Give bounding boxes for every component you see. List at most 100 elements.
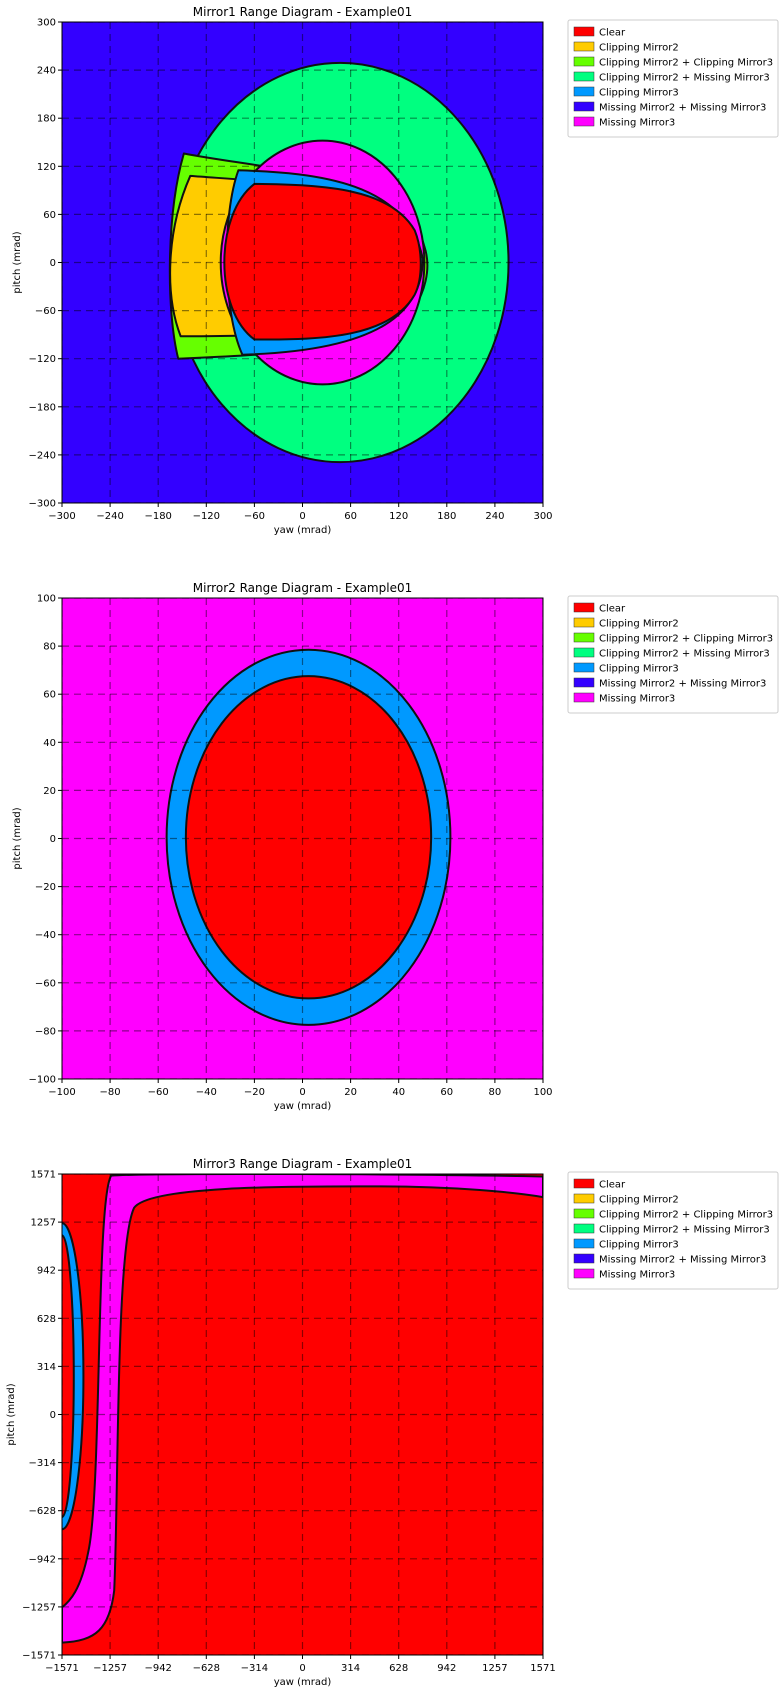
- x-tick-label: 80: [489, 1087, 502, 1098]
- x-tick-label: −80: [100, 1087, 121, 1098]
- legend-swatch: [573, 662, 595, 673]
- x-tick-label: 120: [389, 511, 408, 522]
- y-tick-label: 20: [43, 786, 56, 797]
- x-tick-label: 1257: [482, 1663, 507, 1674]
- legend-label: Clipping Mirror2 + Missing Mirror3: [599, 73, 770, 84]
- x-tick-label: −60: [244, 511, 265, 522]
- y-tick-label: −942: [29, 1554, 56, 1565]
- x-tick-label: −120: [193, 511, 220, 522]
- y-tick-label: −180: [29, 402, 56, 413]
- legend-swatch: [573, 116, 595, 127]
- chart-title: Mirror1 Range Diagram - Example01: [193, 5, 412, 19]
- legend-swatch: [573, 1238, 595, 1249]
- x-tick-label: 0: [299, 511, 305, 522]
- y-tick-label: −120: [29, 354, 56, 365]
- y-axis-label: pitch (mrad): [12, 231, 23, 293]
- region-clear-inner: [62, 1234, 75, 1519]
- x-tick-label: −314: [241, 1663, 268, 1674]
- y-tick-label: 1257: [31, 1218, 56, 1229]
- y-tick-label: 100: [37, 594, 56, 605]
- y-tick-label: 314: [37, 1362, 56, 1373]
- legend: Clear Clipping Mirror2 Clipping Mirror2 + …: [567, 595, 779, 714]
- y-tick-label: 40: [43, 738, 56, 749]
- x-tick-label: 942: [437, 1663, 456, 1674]
- x-tick-label: 60: [344, 511, 357, 522]
- legend-swatch: [573, 632, 595, 643]
- x-axis-label: yaw (mrad): [274, 525, 332, 536]
- x-tick-label: 180: [437, 511, 456, 522]
- y-tick-label: −100: [29, 1075, 56, 1086]
- x-axis-label: yaw (mrad): [274, 1677, 332, 1688]
- legend-label: Missing Mirror3: [599, 1270, 675, 1281]
- chart-title: Mirror3 Range Diagram - Example01: [193, 1157, 412, 1171]
- legend-label: Clipping Mirror2 + Missing Mirror3: [599, 649, 770, 660]
- x-tick-label: 20: [344, 1087, 357, 1098]
- y-tick-label: 0: [50, 834, 56, 845]
- legend-swatch: [573, 71, 595, 82]
- x-tick-label: −20: [244, 1087, 265, 1098]
- y-tick-label: −60: [35, 978, 56, 989]
- y-tick-label: 60: [43, 210, 56, 221]
- x-tick-label: 314: [341, 1663, 360, 1674]
- x-tick-label: −180: [144, 511, 171, 522]
- legend-swatch: [573, 41, 595, 52]
- y-tick-label: −20: [35, 882, 56, 893]
- legend-label: Clear: [599, 1180, 626, 1191]
- chart-title: Mirror2 Range Diagram - Example01: [193, 581, 412, 595]
- legend-swatch: [573, 1178, 595, 1189]
- x-axis-label: yaw (mrad): [274, 1101, 332, 1112]
- y-tick-label: −1571: [22, 1651, 56, 1662]
- plot-area: [62, 598, 543, 1079]
- x-tick-label: −240: [96, 511, 123, 522]
- legend-label: Clipping Mirror3: [599, 1240, 679, 1251]
- legend-label: Clipping Mirror2 + Missing Mirror3: [599, 1225, 770, 1236]
- region-clear: [184, 675, 433, 1000]
- legend-box: [567, 19, 779, 138]
- x-tick-label: −1571: [45, 1663, 79, 1674]
- x-tick-label: 300: [533, 511, 552, 522]
- legend-label: Clipping Mirror2: [599, 43, 679, 54]
- legend-label: Clipping Mirror2: [599, 619, 679, 630]
- y-tick-label: −80: [35, 1026, 56, 1037]
- legend: Clear Clipping Mirror2 Clipping Mirror2 + …: [567, 1171, 779, 1290]
- y-tick-label: 1571: [31, 1170, 56, 1181]
- plot-area: [62, 22, 543, 503]
- legend-label: Clipping Mirror2 + Clipping Mirror3: [599, 634, 773, 645]
- legend-swatch: [573, 101, 595, 112]
- legend-label: Clipping Mirror3: [599, 88, 679, 99]
- legend-swatch: [573, 86, 595, 97]
- y-axis-label: pitch (mrad): [6, 1383, 17, 1445]
- y-tick-label: −1257: [22, 1602, 56, 1613]
- legend-swatch: [573, 1268, 595, 1279]
- chart-1: −300−300 −240 −240 −180 −180 −120 −120 −60 −60 0 0…: [12, 5, 779, 536]
- legend-label: Missing Mirror2 + Missing Mirror3: [599, 679, 766, 690]
- x-tick-label: 240: [485, 511, 504, 522]
- legend-swatch: [573, 26, 595, 37]
- y-tick-label: 80: [43, 642, 56, 653]
- y-tick-label: 300: [37, 18, 56, 29]
- plot-area: [62, 1174, 543, 1655]
- y-tick-label: −60: [35, 306, 56, 317]
- x-tick-label: 100: [533, 1087, 552, 1098]
- y-tick-label: −314: [29, 1458, 56, 1469]
- x-tick-label: 1571: [530, 1663, 555, 1674]
- legend-swatch: [573, 647, 595, 658]
- x-tick-label: −942: [144, 1663, 171, 1674]
- x-tick-label: 0: [299, 1087, 305, 1098]
- y-tick-label: 180: [37, 114, 56, 125]
- x-tick-label: −628: [193, 1663, 220, 1674]
- chart-3: −1571−1571 −1257 −1257 −942 −942 −628 −628 −314…: [6, 1157, 779, 1688]
- y-tick-label: 120: [37, 162, 56, 173]
- y-axis-label: pitch (mrad): [12, 807, 23, 869]
- y-tick-label: 0: [50, 1410, 56, 1421]
- legend-swatch: [573, 1193, 595, 1204]
- legend-label: Clear: [599, 28, 626, 39]
- legend-box: [567, 595, 779, 714]
- region-clear: [223, 182, 422, 341]
- x-tick-label: −1257: [93, 1663, 127, 1674]
- legend-box: [567, 1171, 779, 1290]
- legend-swatch: [573, 1223, 595, 1234]
- legend: Clear Clipping Mirror2 Clipping Mirror2 + …: [567, 19, 779, 138]
